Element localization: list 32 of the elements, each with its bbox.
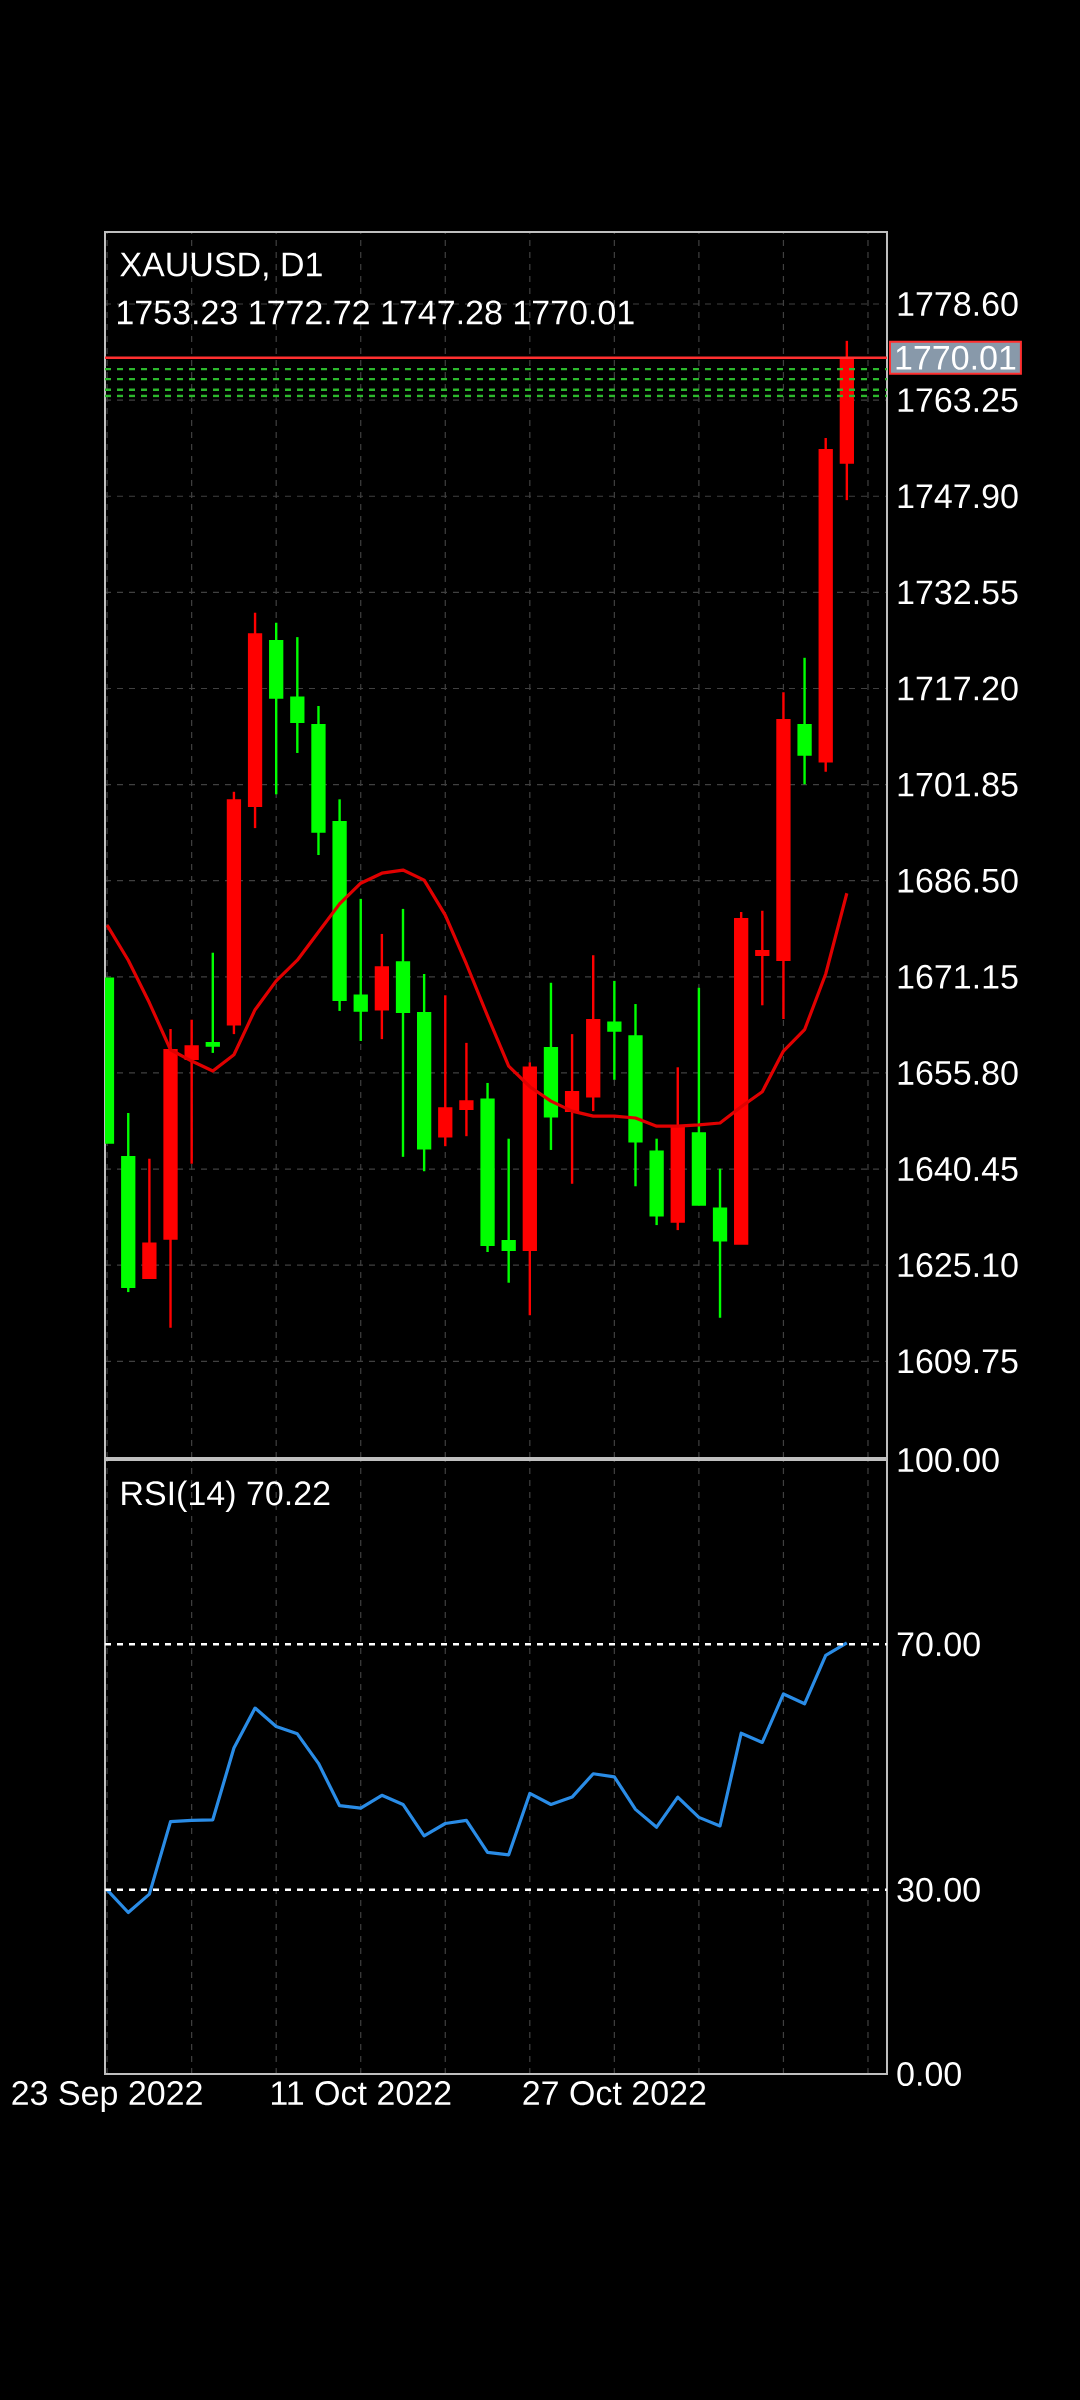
- y-tick-label: 1717.20: [898, 676, 1018, 701]
- candlestick: [459, 1041, 474, 1138]
- y-tick-label: 1732.55: [898, 580, 1018, 605]
- y-tick-label: 1686.50: [898, 868, 1018, 893]
- y-tick-label: 1671.15: [898, 964, 1018, 989]
- y-tick-label: 1701.85: [898, 772, 1018, 797]
- y-tick-label: 1655.80: [898, 1060, 1018, 1085]
- y-tick-label: 1763.25: [898, 388, 1018, 413]
- y-tick-label: 70.00: [897, 1632, 980, 1657]
- candlestick: [501, 1137, 516, 1284]
- candlestick: [184, 1018, 199, 1165]
- y-tick-label: 0.00: [897, 2061, 961, 2087]
- line-series: [105, 1641, 849, 1915]
- y-tick-label: 1609.75: [898, 1349, 1018, 1374]
- y-tick-label: 1778.60: [898, 291, 1018, 317]
- x-tick-label: 11 Oct 2022: [271, 2081, 451, 2106]
- text: RSI(14) 70.22: [122, 1480, 330, 1513]
- x-tick-label: 23 Sep 2022: [12, 2081, 202, 2112]
- candlestick: [353, 897, 368, 1043]
- y-tick-label: 1640.45: [898, 1157, 1018, 1182]
- y-tick-label: 1625.10: [898, 1253, 1018, 1278]
- candlestick: [205, 951, 220, 1055]
- candlestick: [607, 979, 622, 1082]
- y-tick-label: 1747.90: [898, 484, 1018, 509]
- x-tick-label: 27 Oct 2022: [523, 2081, 706, 2106]
- text: XAUUSD, D1: [120, 252, 322, 281]
- text: 1753.23 1772.72 1747.28 1770.01: [118, 300, 634, 325]
- candlestick: [755, 909, 770, 1007]
- line-series: [105, 868, 849, 1128]
- y-tick-label: 100.00: [898, 1447, 999, 1473]
- y-tick-label: 30.00: [897, 1877, 980, 1902]
- ref-line-label: 1770.01: [896, 345, 1016, 370]
